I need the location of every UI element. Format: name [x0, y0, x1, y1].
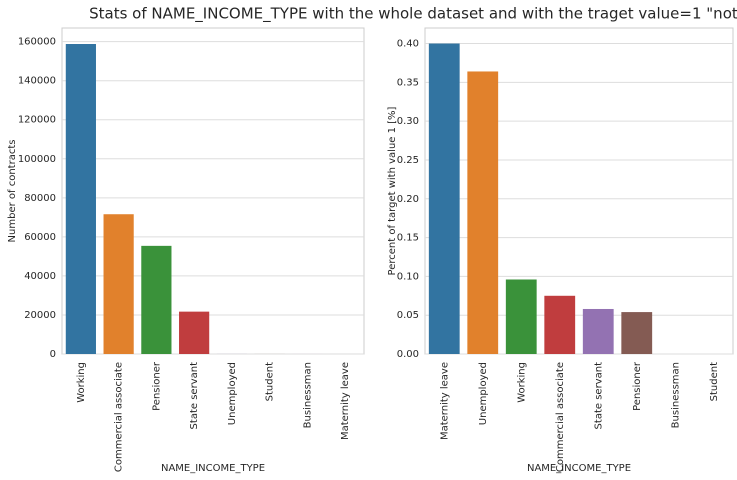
- x-tick-label: Businessman: [670, 362, 681, 428]
- y-tick-label: 120000: [18, 115, 56, 126]
- bar: [428, 43, 460, 355]
- y-tick-label: 60000: [24, 232, 56, 243]
- bar: [505, 279, 537, 354]
- x-axis-label: NAME_INCOME_TYPE: [527, 463, 631, 474]
- x-tick-label: Maternity leave: [439, 362, 450, 440]
- bar: [582, 308, 614, 354]
- x-tick-label: Pensioner: [151, 361, 162, 411]
- y-axis-label: Number of contracts: [7, 140, 18, 243]
- bar: [65, 44, 96, 354]
- x-tick-label: Commercial associate: [114, 362, 125, 472]
- bar: [179, 311, 210, 354]
- y-tick-label: 0.40: [397, 39, 419, 50]
- y-tick-label: 0.35: [397, 77, 419, 88]
- x-tick-label: Unemployed: [478, 362, 489, 425]
- x-tick-label: State servant: [593, 362, 604, 430]
- x-tick-label: Working: [516, 362, 527, 403]
- figure-title: Stats of NAME_INCOME_TYPE with the whole…: [89, 5, 737, 24]
- x-tick-label: Student: [709, 362, 720, 401]
- y-tick-label: 80000: [24, 193, 56, 204]
- x-tick-label: Maternity leave: [340, 362, 351, 440]
- x-axis-label: NAME_INCOME_TYPE: [161, 463, 265, 474]
- bar: [544, 295, 576, 354]
- y-tick-label: 100000: [18, 154, 56, 165]
- x-tick-label: Pensioner: [632, 361, 643, 411]
- y-tick-label: 0.15: [397, 233, 419, 244]
- y-tick-label: 0.30: [397, 116, 419, 127]
- x-tick-label: Commercial associate: [555, 362, 566, 472]
- y-tick-label: 0.05: [397, 310, 419, 321]
- bar: [103, 214, 134, 354]
- y-tick-label: 0.10: [397, 271, 419, 282]
- x-tick-label: Working: [76, 362, 87, 403]
- bar: [621, 312, 653, 354]
- y-tick-label: 0.25: [397, 155, 419, 166]
- bar: [141, 245, 172, 354]
- x-tick-label: Businessman: [302, 362, 313, 428]
- y-tick-label: 140000: [18, 76, 56, 87]
- x-tick-label: State servant: [189, 362, 200, 430]
- y-tick-label: 20000: [24, 310, 56, 321]
- bar: [467, 71, 499, 354]
- y-tick-label: 40000: [24, 271, 56, 282]
- y-tick-label: 160000: [18, 37, 56, 48]
- y-tick-label: 0.20: [397, 194, 419, 205]
- y-tick-label: 0: [50, 349, 56, 360]
- y-axis-label: Percent of target with value 1 [%]: [387, 106, 398, 275]
- y-tick-label: 0.00: [397, 349, 419, 360]
- x-tick-label: Student: [265, 362, 276, 401]
- x-tick-label: Unemployed: [227, 362, 238, 425]
